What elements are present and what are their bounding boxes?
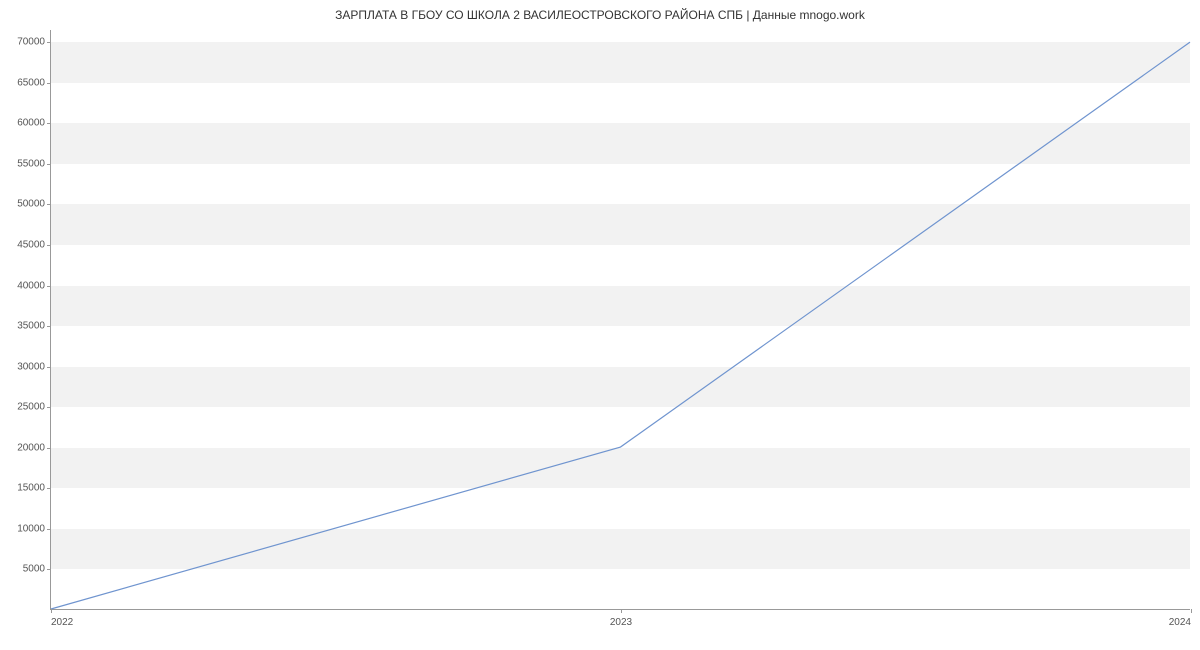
y-tick-mark [47,407,51,408]
y-tick-mark [47,529,51,530]
x-tick-mark [51,609,52,613]
y-tick-mark [47,367,51,368]
y-tick-label: 45000 [17,239,45,250]
y-tick-mark [47,245,51,246]
y-tick-label: 35000 [17,321,45,332]
line-series-svg [51,30,1190,609]
y-tick-label: 15000 [17,483,45,494]
chart-title: ЗАРПЛАТА В ГБОУ СО ШКОЛА 2 ВАСИЛЕОСТРОВС… [0,8,1200,22]
chart-container: ЗАРПЛАТА В ГБОУ СО ШКОЛА 2 ВАСИЛЕОСТРОВС… [0,0,1200,650]
y-tick-label: 70000 [17,37,45,48]
y-tick-label: 30000 [17,361,45,372]
y-tick-mark [47,286,51,287]
y-tick-label: 20000 [17,442,45,453]
x-tick-label: 2023 [610,617,632,628]
y-tick-label: 55000 [17,158,45,169]
x-tick-mark [1191,609,1192,613]
x-tick-label: 2024 [1169,617,1191,628]
y-tick-mark [47,204,51,205]
x-tick-label: 2022 [51,617,73,628]
y-tick-mark [47,448,51,449]
y-tick-label: 60000 [17,118,45,129]
y-tick-mark [47,42,51,43]
y-tick-mark [47,164,51,165]
y-tick-label: 50000 [17,199,45,210]
x-tick-mark [621,609,622,613]
y-tick-mark [47,569,51,570]
plot-area: 5000100001500020000250003000035000400004… [50,30,1190,610]
y-tick-label: 40000 [17,280,45,291]
y-tick-mark [47,488,51,489]
y-tick-label: 10000 [17,523,45,534]
y-tick-mark [47,123,51,124]
y-tick-mark [47,83,51,84]
y-tick-mark [47,326,51,327]
y-tick-label: 25000 [17,402,45,413]
series-line [51,42,1190,609]
y-tick-label: 65000 [17,77,45,88]
y-tick-label: 5000 [23,564,45,575]
